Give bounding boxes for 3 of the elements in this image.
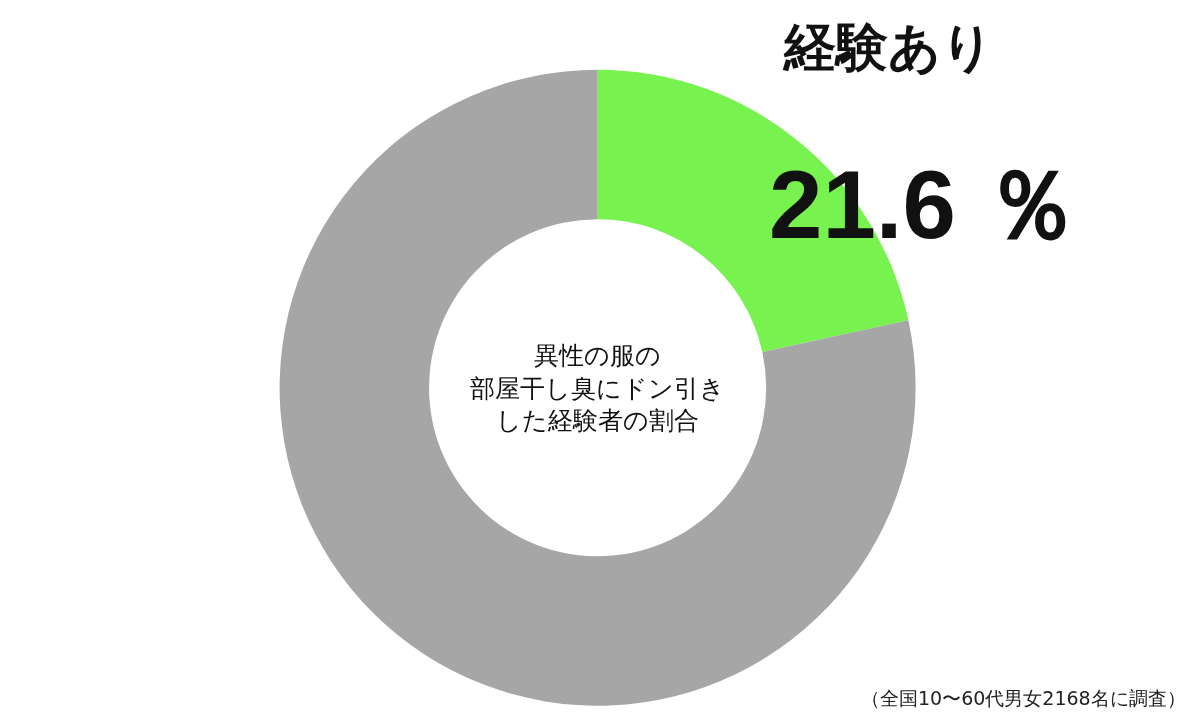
text: （全国10〜60代男女2168名に調査） <box>861 687 1186 709</box>
text: 異性の服の部屋干し臭にドン引きした経験者の割合 <box>470 341 725 435</box>
slice-label: 経験あり <box>782 17 994 77</box>
